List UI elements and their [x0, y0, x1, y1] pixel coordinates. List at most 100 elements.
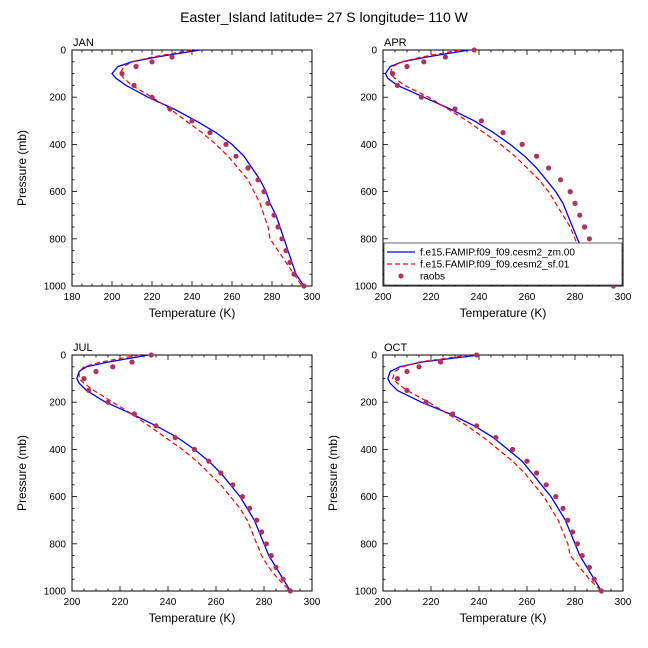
raobs-point: [442, 54, 448, 60]
legend-label: f.e15.FAMIP.f09_f09.cesm2_sf.01: [420, 260, 570, 271]
raobs-point: [230, 482, 236, 488]
x-tick-label: 220: [112, 597, 129, 608]
x-tick-label: 220: [423, 292, 440, 303]
x-tick-label: 200: [375, 597, 392, 608]
raobs-point: [524, 458, 530, 464]
raobs-point: [394, 82, 400, 88]
raobs-point: [509, 446, 516, 452]
panel-label: JUL: [73, 342, 93, 354]
raobs-point: [149, 94, 155, 100]
raobs-point: [577, 212, 583, 218]
x-tick-label: 300: [304, 597, 321, 608]
y-tick-label: 800: [360, 539, 377, 550]
series-line-zm: [387, 354, 602, 592]
y-tick-label: 400: [49, 140, 66, 151]
x-tick-label: 260: [519, 597, 536, 608]
series-line-sf: [78, 354, 291, 592]
raobs-point: [255, 177, 261, 183]
raobs-point: [247, 505, 253, 511]
x-tick-label: 200: [104, 292, 121, 303]
x-tick-label: 300: [304, 292, 321, 303]
x-tick-label: 260: [208, 597, 225, 608]
raobs-point: [110, 364, 116, 370]
raobs-point: [471, 47, 477, 53]
raobs-point: [543, 482, 549, 488]
raobs-point: [598, 588, 605, 594]
raobs-point: [283, 248, 289, 254]
y-tick-label: 0: [371, 351, 377, 362]
raobs-point: [394, 376, 400, 382]
raobs-point: [404, 63, 410, 70]
y-tick-label: 1000: [355, 282, 378, 293]
raobs-point: [474, 423, 480, 429]
raobs-point: [534, 470, 540, 476]
panel-oct: 200 220 240 260 280 300 0 200 400 600 800 1000 OCT Te…: [326, 342, 632, 625]
x-tick-label: 260: [519, 292, 536, 303]
raobs-point: [261, 189, 267, 195]
series-line-zm: [111, 49, 305, 287]
x-axis-label: Temperature (K): [460, 306, 547, 320]
y-tick-label: 1000: [355, 587, 378, 598]
series-line-zm: [384, 49, 610, 287]
raobs-point: [218, 470, 224, 476]
panel-label: APR: [384, 37, 407, 49]
raobs-point: [574, 541, 581, 547]
x-tick-label: 280: [256, 597, 273, 608]
raobs-point: [273, 564, 279, 571]
raobs-point: [129, 359, 135, 365]
raobs-point: [452, 106, 458, 112]
figure-title: Easter_Island latitude= 27 S longitude= …: [180, 9, 468, 25]
x-tick-label: 240: [471, 597, 488, 608]
raobs-point: [404, 368, 410, 375]
series-line-zm: [76, 354, 291, 592]
raobs-point: [207, 130, 213, 136]
raobs-point: [416, 364, 422, 370]
raobs-point: [148, 352, 154, 358]
x-tick-label: 280: [264, 292, 281, 303]
y-tick-label: 600: [360, 187, 377, 198]
y-tick-label: 200: [360, 398, 377, 409]
x-tick-label: 200: [64, 597, 81, 608]
raobs-point: [239, 494, 245, 500]
raobs-point: [280, 576, 286, 582]
raobs-point: [169, 54, 175, 60]
y-tick-label: 200: [49, 398, 66, 409]
legend-box: [383, 242, 623, 286]
x-tick-label: 300: [615, 292, 632, 303]
raobs-point: [172, 435, 178, 441]
raobs-point: [423, 399, 429, 405]
raobs-point: [105, 399, 111, 405]
raobs-point: [259, 529, 265, 535]
raobs-point: [478, 118, 484, 124]
x-tick-label: 240: [471, 292, 488, 303]
raobs-point: [119, 71, 125, 77]
raobs-point: [438, 359, 444, 365]
x-tick-label: 180: [64, 292, 81, 303]
x-tick-label: 220: [144, 292, 161, 303]
raobs-point: [450, 411, 456, 417]
series-line-sf: [392, 354, 602, 592]
legend-label: f.e15.FAMIP.f09_f09.cesm2_zm.00: [420, 248, 575, 259]
panel-label: OCT: [384, 342, 408, 354]
y-tick-label: 400: [360, 445, 377, 456]
raobs-point: [86, 387, 92, 393]
x-axis-label: Temperature (K): [460, 611, 547, 625]
raobs-point: [534, 153, 540, 159]
y-tick-label: 400: [360, 140, 377, 151]
x-tick-label: 280: [567, 292, 584, 303]
raobs-point: [93, 368, 99, 375]
raobs-point: [263, 541, 269, 547]
x-axis-label: Temperature (K): [149, 306, 236, 320]
raobs-point: [500, 130, 506, 136]
raobs-point: [570, 529, 576, 535]
raobs-point: [191, 446, 197, 452]
y-axis-label: Pressure (mb): [326, 435, 340, 511]
y-tick-label: 200: [360, 93, 377, 104]
raobs-point: [245, 165, 251, 171]
y-tick-label: 400: [49, 445, 66, 456]
raobs-point: [560, 505, 566, 511]
raobs-point: [275, 224, 281, 230]
raobs-point: [149, 59, 155, 65]
y-tick-label: 200: [49, 93, 66, 104]
